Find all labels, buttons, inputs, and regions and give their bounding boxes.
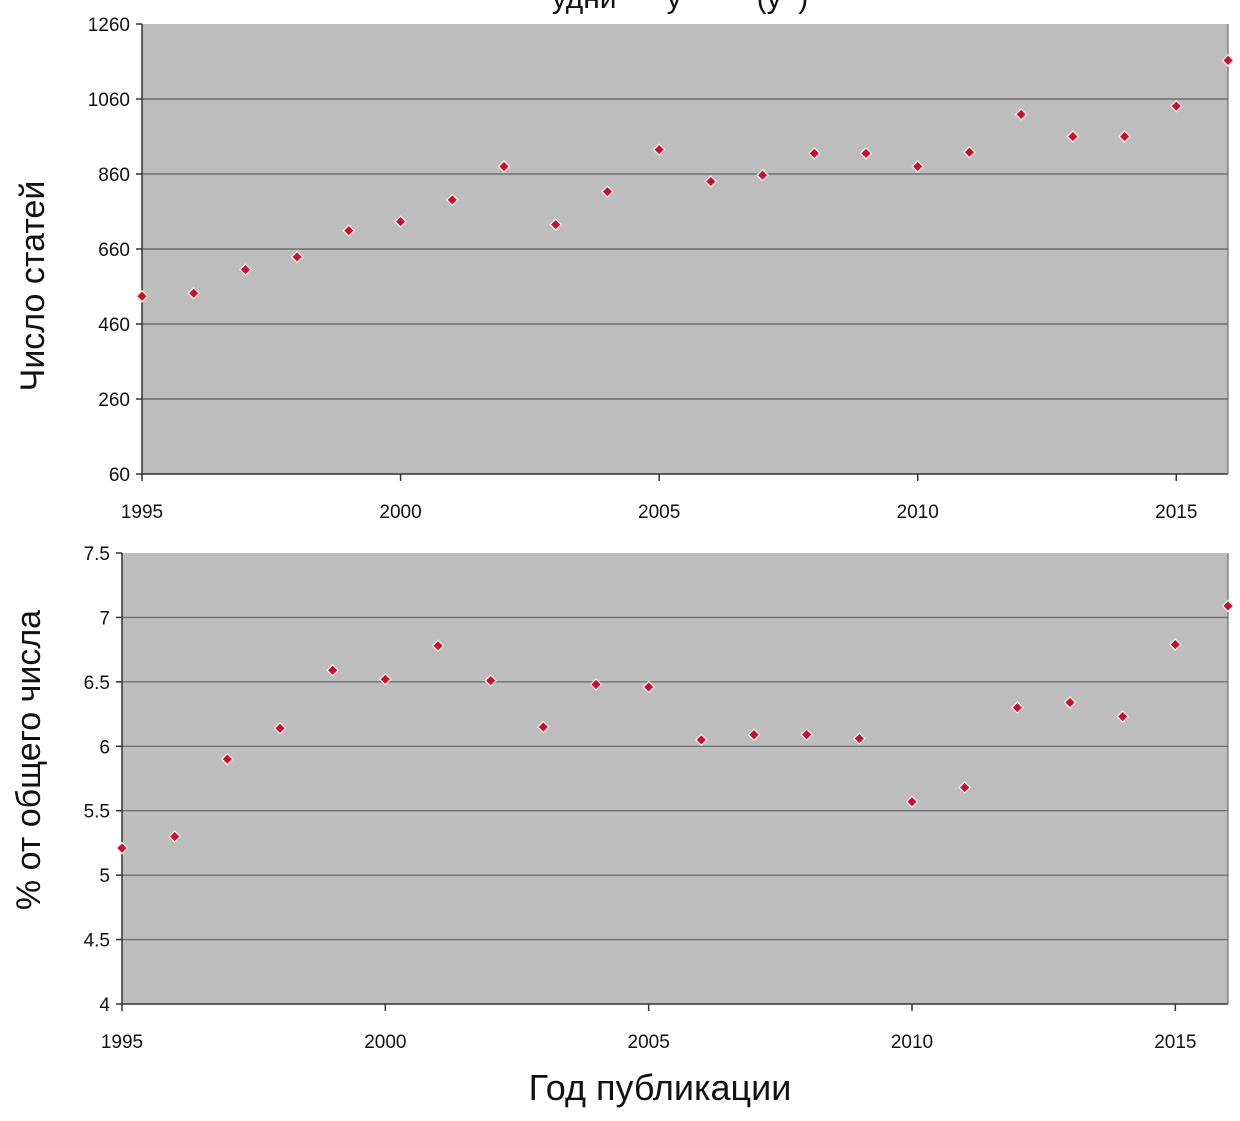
data-point xyxy=(1014,107,1028,121)
y-tick-label: 1060 xyxy=(88,90,130,111)
data-point xyxy=(536,720,550,734)
data-point xyxy=(1118,130,1132,143)
data-point xyxy=(694,733,708,747)
y-tick-label: 6.5 xyxy=(84,673,110,694)
data-point xyxy=(652,143,666,157)
data-point xyxy=(394,215,408,229)
data-point xyxy=(342,224,356,238)
data-points xyxy=(115,599,1235,855)
data-point xyxy=(135,289,149,303)
data-point xyxy=(852,732,866,746)
data-point xyxy=(905,795,919,809)
data-point xyxy=(704,175,718,188)
x-tick-label: 2000 xyxy=(364,1032,406,1053)
data-point xyxy=(187,286,201,300)
y-tick-label: 260 xyxy=(98,390,130,411)
data-point xyxy=(220,752,234,766)
data-point xyxy=(1168,637,1182,651)
data-point xyxy=(1169,99,1183,113)
data-point xyxy=(1066,130,1080,143)
y-tick-label: 60 xyxy=(109,465,130,486)
data-point xyxy=(1063,695,1077,709)
data-point xyxy=(600,185,614,199)
data-point xyxy=(962,145,976,159)
data-point xyxy=(497,160,511,173)
x-tick-label: 1995 xyxy=(121,502,163,523)
axes xyxy=(116,552,1229,1011)
x-tick-label: 2005 xyxy=(638,502,680,523)
y-tick-label: 7.5 xyxy=(84,544,110,565)
data-point xyxy=(1116,710,1130,724)
data-point xyxy=(911,160,925,173)
data-point xyxy=(431,639,445,653)
y-tick-labels: 60 260 460 660 860 1060 1260 xyxy=(88,15,130,486)
y-tick-label: 6 xyxy=(99,737,110,758)
data-point xyxy=(115,841,129,855)
data-point xyxy=(800,728,814,742)
y-tick-label: 4 xyxy=(99,995,110,1016)
gridlines xyxy=(122,616,1228,941)
plot-area-background xyxy=(122,553,1228,1004)
y-tick-label: 4.5 xyxy=(84,931,110,952)
chart-percent-share: 4 4.5 5 5.5 6 6.5 7 7.5 1995 2000 2005 2010 2015 % … xyxy=(10,544,1235,1108)
x-tick-label: 2005 xyxy=(628,1032,670,1053)
cropped-chart-title: удни у (у ) xyxy=(552,0,809,15)
y-tick-label: 1260 xyxy=(88,15,130,36)
gridlines xyxy=(142,98,1228,400)
axes xyxy=(136,23,1229,481)
data-point xyxy=(642,680,656,694)
data-point xyxy=(290,250,304,264)
data-point xyxy=(238,263,252,277)
data-point xyxy=(484,674,498,688)
y-tick-label: 7 xyxy=(99,608,110,629)
data-point xyxy=(589,677,603,691)
y-tick-label: 660 xyxy=(98,240,130,261)
y-tick-label: 860 xyxy=(98,165,130,186)
data-point xyxy=(958,781,972,795)
data-points xyxy=(135,53,1235,303)
y-tick-label: 5 xyxy=(99,866,110,887)
data-point xyxy=(273,721,287,735)
x-tick-label: 2015 xyxy=(1155,502,1197,523)
x-tick-label: 2010 xyxy=(891,1032,933,1053)
x-tick-labels: 1995 2000 2005 2010 2015 xyxy=(101,1032,1197,1053)
data-point xyxy=(378,672,392,686)
data-point xyxy=(168,829,182,843)
data-point xyxy=(807,146,821,160)
x-axis-label: Год публикации xyxy=(529,1067,792,1108)
data-point xyxy=(326,663,340,677)
data-point xyxy=(1221,53,1235,67)
x-tick-label: 2000 xyxy=(379,502,421,523)
y-tick-label: 460 xyxy=(98,315,130,336)
data-point xyxy=(445,193,459,207)
data-point xyxy=(859,146,873,160)
data-point xyxy=(1010,701,1024,715)
data-point xyxy=(549,218,563,232)
data-point xyxy=(756,168,770,182)
x-tick-label: 2015 xyxy=(1154,1032,1196,1053)
y-tick-labels: 4 4.5 5 5.5 6 6.5 7 7.5 xyxy=(84,544,111,1016)
chart-article-count: 60 260 460 660 860 1060 1260 1995 2000 2005 2010 2… xyxy=(14,15,1235,523)
x-tick-labels: 1995 2000 2005 2010 2015 xyxy=(121,502,1198,523)
x-tick-label: 2010 xyxy=(897,502,939,523)
x-tick-label: 1995 xyxy=(101,1032,143,1053)
data-point xyxy=(1221,599,1235,613)
data-point xyxy=(747,728,761,742)
y-axis-label: Число статей xyxy=(14,181,52,392)
y-axis-label: % от общего числа xyxy=(10,610,48,910)
y-tick-label: 5.5 xyxy=(84,802,110,823)
